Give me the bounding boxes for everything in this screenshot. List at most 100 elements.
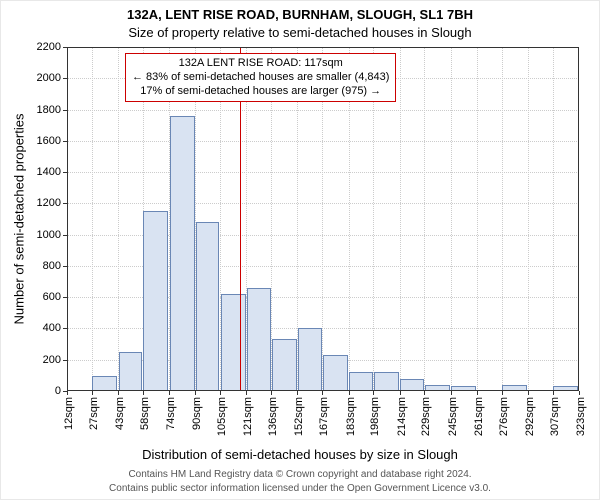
gridline-v bbox=[451, 47, 452, 391]
xtick-label: 323sqm bbox=[575, 397, 587, 436]
gridline-v bbox=[502, 47, 503, 391]
xtick-mark bbox=[553, 391, 554, 395]
xtick-mark bbox=[502, 391, 503, 395]
xtick-mark bbox=[373, 391, 374, 395]
xtick-mark bbox=[169, 391, 170, 395]
xtick-label: 183sqm bbox=[345, 397, 357, 436]
info-line-1: 132A LENT RISE ROAD: 117sqm bbox=[132, 57, 389, 71]
xtick-label: 58sqm bbox=[139, 397, 151, 430]
histogram-bar bbox=[502, 385, 527, 391]
xtick-mark bbox=[451, 391, 452, 395]
ytick-label: 800 bbox=[43, 260, 61, 272]
xtick-mark bbox=[477, 391, 478, 395]
xtick-mark bbox=[92, 391, 93, 395]
ytick-label: 200 bbox=[43, 354, 61, 366]
xtick-label: 136sqm bbox=[267, 397, 279, 436]
xtick-label: 105sqm bbox=[216, 397, 228, 436]
footer-line-2: Contains public sector information licen… bbox=[1, 483, 599, 494]
chart-subtitle: Size of property relative to semi-detach… bbox=[1, 25, 599, 40]
histogram-bar bbox=[298, 328, 321, 391]
gridline-v bbox=[553, 47, 554, 391]
histogram-bar bbox=[323, 355, 348, 391]
xtick-label: 152sqm bbox=[293, 397, 305, 436]
xtick-mark bbox=[322, 391, 323, 395]
ytick-label: 2000 bbox=[37, 72, 61, 84]
xtick-label: 198sqm bbox=[369, 397, 381, 436]
histogram-bar bbox=[247, 288, 270, 391]
ytick-label: 1200 bbox=[37, 197, 61, 209]
histogram-bar bbox=[272, 339, 297, 391]
histogram-bar bbox=[143, 211, 168, 391]
ytick-label: 1600 bbox=[37, 135, 61, 147]
ytick-mark bbox=[63, 266, 67, 267]
ytick-mark bbox=[63, 328, 67, 329]
xtick-mark bbox=[400, 391, 401, 395]
xtick-label: 90sqm bbox=[191, 397, 203, 430]
xtick-label: 261sqm bbox=[473, 397, 485, 436]
histogram-bar bbox=[196, 222, 219, 391]
ytick-mark bbox=[63, 110, 67, 111]
xtick-mark bbox=[424, 391, 425, 395]
ytick-mark bbox=[63, 172, 67, 173]
xtick-label: 121sqm bbox=[242, 397, 254, 436]
histogram-bar bbox=[92, 376, 117, 391]
ytick-mark bbox=[63, 235, 67, 236]
gridline-v bbox=[400, 47, 401, 391]
gridline-v bbox=[92, 47, 93, 391]
ytick-label: 2200 bbox=[37, 41, 61, 53]
xtick-label: 27sqm bbox=[88, 397, 100, 430]
xtick-mark bbox=[67, 391, 68, 395]
histogram-bar bbox=[221, 294, 246, 391]
ytick-mark bbox=[63, 203, 67, 204]
ytick-label: 1400 bbox=[37, 166, 61, 178]
ytick-mark bbox=[63, 78, 67, 79]
chart-container: 132A, LENT RISE ROAD, BURNHAM, SLOUGH, S… bbox=[0, 0, 600, 500]
histogram-bar bbox=[170, 116, 195, 391]
xtick-label: 245sqm bbox=[447, 397, 459, 436]
ytick-mark bbox=[63, 47, 67, 48]
xtick-mark bbox=[143, 391, 144, 395]
ytick-mark bbox=[63, 360, 67, 361]
xtick-mark bbox=[220, 391, 221, 395]
histogram-bar bbox=[400, 379, 423, 391]
xtick-label: 12sqm bbox=[63, 397, 75, 430]
histogram-bar bbox=[119, 352, 142, 391]
xtick-mark bbox=[246, 391, 247, 395]
xtick-label: 167sqm bbox=[318, 397, 330, 436]
xtick-label: 307sqm bbox=[549, 397, 561, 436]
xtick-label: 74sqm bbox=[165, 397, 177, 430]
histogram-bar bbox=[374, 372, 399, 391]
ytick-label: 0 bbox=[55, 385, 61, 397]
ytick-label: 600 bbox=[43, 291, 61, 303]
x-axis-label: Distribution of semi-detached houses by … bbox=[1, 447, 599, 462]
histogram-bar bbox=[349, 372, 372, 391]
info-line-3: 17% of semi-detached houses are larger (… bbox=[132, 85, 389, 99]
xtick-mark bbox=[528, 391, 529, 395]
plot-area: 0200400600800100012001400160018002000220… bbox=[67, 47, 579, 391]
ytick-label: 400 bbox=[43, 322, 61, 334]
xtick-mark bbox=[271, 391, 272, 395]
gridline-v bbox=[528, 47, 529, 391]
xtick-mark bbox=[118, 391, 119, 395]
info-line-2: ← 83% of semi-detached houses are smalle… bbox=[132, 71, 389, 85]
y-axis-label: Number of semi-detached properties bbox=[12, 114, 27, 325]
footer-line-1: Contains HM Land Registry data © Crown c… bbox=[1, 469, 599, 480]
xtick-label: 43sqm bbox=[114, 397, 126, 430]
ytick-mark bbox=[63, 141, 67, 142]
xtick-label: 229sqm bbox=[420, 397, 432, 436]
gridline-v bbox=[477, 47, 478, 391]
xtick-label: 276sqm bbox=[498, 397, 510, 436]
gridline-v bbox=[118, 47, 119, 391]
histogram-bar bbox=[425, 385, 450, 391]
xtick-label: 292sqm bbox=[524, 397, 536, 436]
histogram-bar bbox=[451, 386, 476, 391]
ytick-label: 1000 bbox=[37, 229, 61, 241]
xtick-mark bbox=[297, 391, 298, 395]
ytick-label: 1800 bbox=[37, 104, 61, 116]
xtick-mark bbox=[195, 391, 196, 395]
ytick-mark bbox=[63, 297, 67, 298]
xtick-label: 214sqm bbox=[396, 397, 408, 436]
info-box: 132A LENT RISE ROAD: 117sqm← 83% of semi… bbox=[125, 53, 396, 102]
xtick-mark bbox=[349, 391, 350, 395]
chart-title: 132A, LENT RISE ROAD, BURNHAM, SLOUGH, S… bbox=[1, 7, 599, 22]
